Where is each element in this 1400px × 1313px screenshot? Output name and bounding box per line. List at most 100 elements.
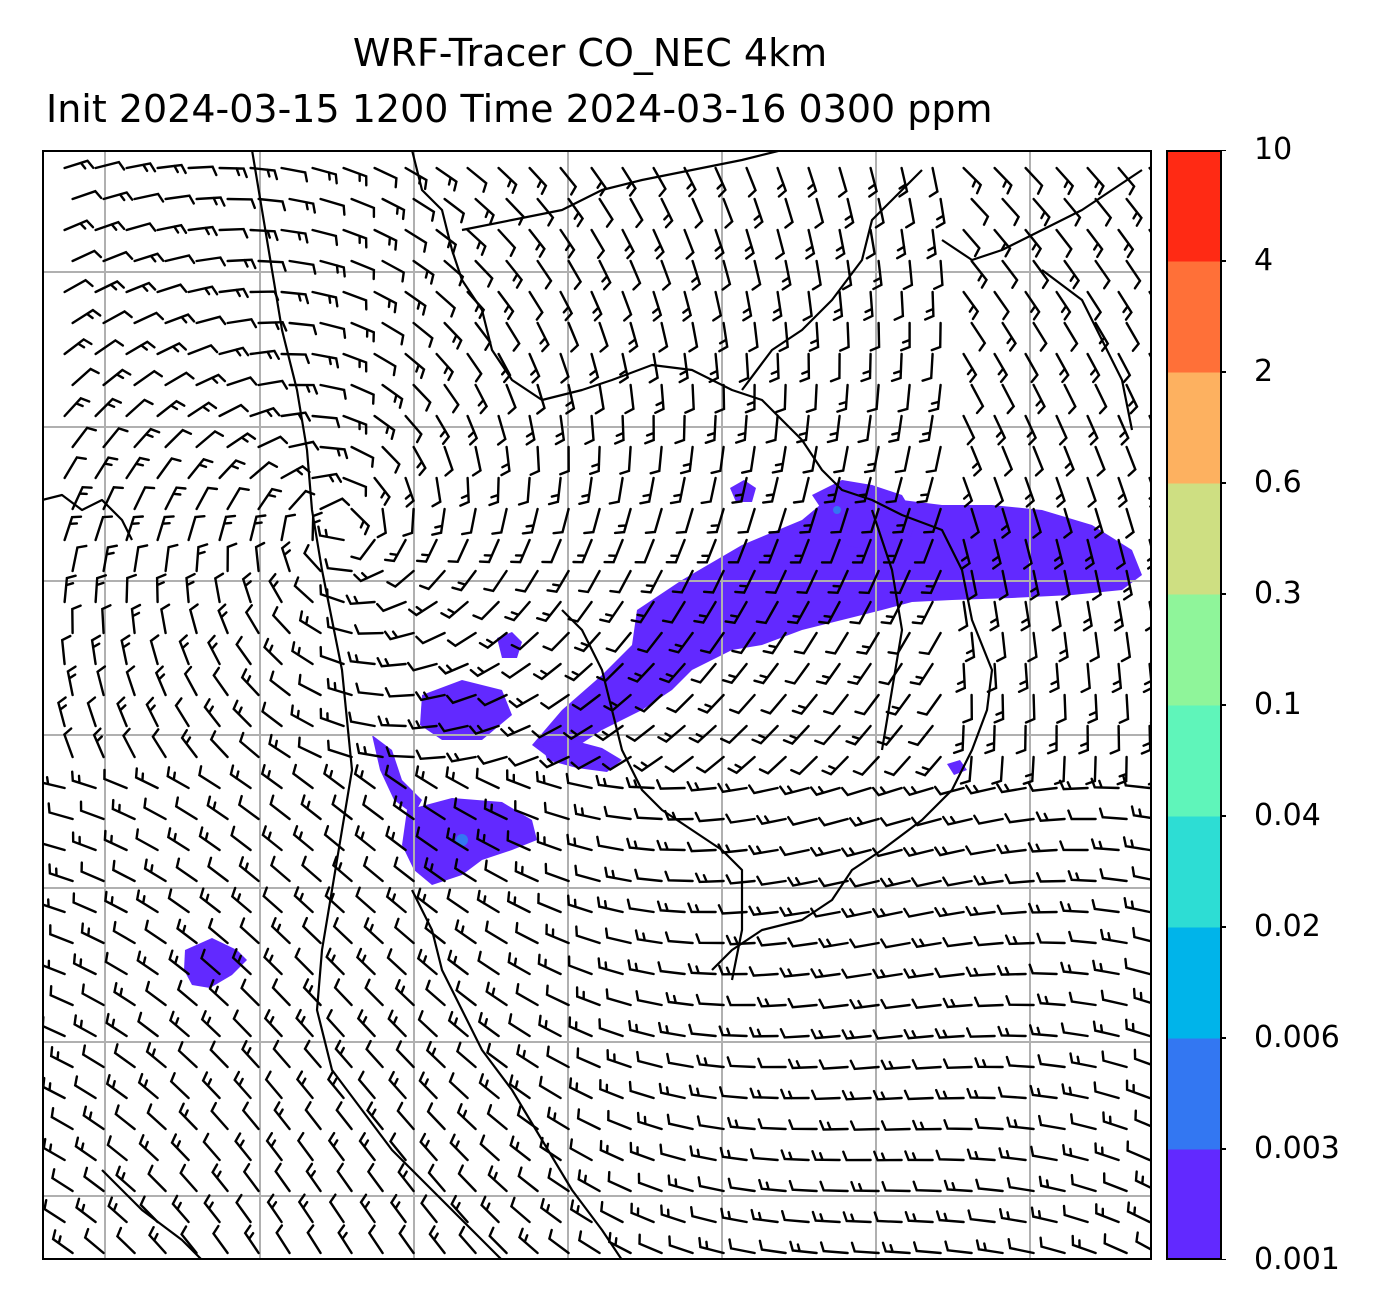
wind-barb <box>187 343 219 356</box>
wind-barb <box>628 1020 655 1038</box>
wind-barb <box>350 321 376 343</box>
wind-barb <box>453 797 477 821</box>
wind-barb <box>728 1238 756 1255</box>
wind-barb <box>567 894 593 914</box>
wind-barb <box>600 1200 624 1224</box>
wind-barb <box>528 228 546 258</box>
wind-barb <box>257 435 289 449</box>
wind-barb <box>105 1074 128 1100</box>
wind-barb <box>674 414 686 445</box>
wind-barb <box>819 1119 849 1131</box>
wind-barb <box>516 1105 539 1131</box>
wind-barb <box>169 1072 190 1100</box>
coastline-10 <box>101 1169 203 1260</box>
wind-barb <box>510 631 539 651</box>
wind-barb <box>539 755 570 769</box>
wind-barb <box>577 1230 601 1255</box>
wind-barb <box>993 414 1007 446</box>
wind-barb <box>342 476 368 498</box>
wind-barb <box>438 662 469 675</box>
wind-barb <box>589 445 601 476</box>
wind-barb <box>138 1134 159 1162</box>
wind-barb <box>235 1193 252 1224</box>
wind-barb <box>835 228 846 260</box>
wind-barb <box>288 383 319 395</box>
wind-barb <box>545 923 570 945</box>
wind-barb <box>881 1241 911 1255</box>
wind-barb <box>1056 693 1067 724</box>
wind-barb <box>1086 476 1097 508</box>
wind-barb <box>404 414 423 444</box>
wind-barb <box>195 315 227 326</box>
wind-barb <box>576 1047 601 1069</box>
wind-barb <box>484 859 508 883</box>
wind-barb <box>741 445 756 474</box>
wind-barb <box>827 569 849 595</box>
wind-barb <box>907 724 934 747</box>
wind-barb <box>373 166 398 189</box>
wind-barb <box>842 1211 872 1224</box>
wind-barb <box>412 259 435 285</box>
wind-barb <box>72 953 97 976</box>
wind-barb <box>658 1082 686 1100</box>
colorbar-tick-label: 0.04 <box>1254 798 1321 833</box>
wind-barb <box>500 445 511 477</box>
wind-barb <box>799 507 818 534</box>
wind-barb <box>583 507 601 535</box>
wind-barb <box>1085 755 1097 786</box>
wind-barb <box>156 515 175 542</box>
wind-barb <box>183 665 198 697</box>
wind-barb <box>1024 414 1038 446</box>
wind-barb <box>156 163 187 175</box>
wind-barb <box>240 978 260 1007</box>
wind-barb <box>823 693 849 716</box>
wind-barb <box>469 662 500 678</box>
wind-barb <box>629 259 642 291</box>
wind-barb <box>590 228 606 259</box>
wind-barb <box>719 1086 748 1100</box>
wind-barb <box>125 515 144 542</box>
wind-barb <box>195 543 209 573</box>
wind-barb <box>993 290 1010 321</box>
wind-barb <box>537 892 562 914</box>
wind-barb <box>905 197 916 229</box>
wind-barb <box>935 1210 965 1224</box>
wind-barb <box>488 476 500 507</box>
colorbar-tick-label: 0.6 <box>1254 465 1302 500</box>
wind-barb <box>609 569 632 594</box>
wind-barb <box>725 874 756 885</box>
wind-barb <box>71 189 103 201</box>
wind-barb <box>1053 755 1066 786</box>
wind-barb <box>970 445 983 477</box>
colorbar-tick-label: 0.3 <box>1254 576 1302 611</box>
wind-barb <box>180 729 198 759</box>
wind-barb <box>96 665 107 697</box>
wind-barb <box>195 373 227 387</box>
wind-barb <box>1092 959 1120 976</box>
wind-barb <box>103 768 128 790</box>
wind-barb <box>688 1084 717 1100</box>
wind-barb <box>997 965 1027 976</box>
wind-barb <box>599 600 624 624</box>
wind-barb <box>568 1016 593 1038</box>
wind-barb <box>145 696 159 728</box>
wind-barb <box>376 600 407 613</box>
wind-barb <box>383 630 415 641</box>
wind-barb <box>443 197 466 224</box>
wind-barb <box>737 507 756 534</box>
wind-barb <box>156 341 187 356</box>
wind-barb <box>476 755 508 765</box>
wind-barb <box>416 948 438 976</box>
wind-barb <box>210 1101 229 1131</box>
wind-barb <box>962 166 983 195</box>
wind-barb <box>973 814 1004 825</box>
wind-barb <box>757 1118 787 1131</box>
wind-barb <box>508 755 539 767</box>
colorbar-bin <box>1166 150 1222 262</box>
wind-barb <box>686 841 717 853</box>
wind-barb <box>1058 779 1089 791</box>
wind-barb <box>373 228 398 251</box>
wind-barb <box>377 715 407 728</box>
wind-barb <box>644 414 655 445</box>
wind-barb <box>1100 928 1128 945</box>
